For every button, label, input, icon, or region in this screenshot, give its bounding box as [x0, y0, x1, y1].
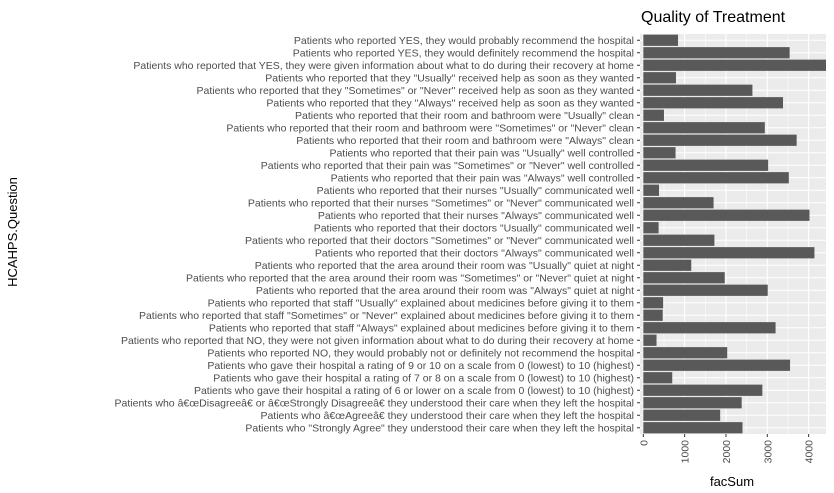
bar [643, 272, 725, 284]
bar [643, 259, 692, 271]
x-axis-title: facSum [710, 474, 754, 489]
x-tick-label: 0 [638, 440, 650, 446]
category-label: Patients who reported that their doctors… [245, 235, 634, 247]
category-label: Patients who reported that their nurses … [317, 185, 634, 197]
bar [643, 72, 676, 84]
bar [643, 284, 768, 296]
bar [643, 334, 657, 346]
category-label: Patients who reported that the area arou… [255, 260, 634, 272]
bar [643, 372, 673, 384]
chart-title: Quality of Treatment [641, 9, 786, 26]
category-axis-labels: Patients who reported YES, they would pr… [115, 35, 640, 435]
bar-series [643, 34, 826, 434]
bar [643, 122, 765, 134]
y-axis-title: HCAHPS.Question [5, 177, 20, 287]
category-label: Patients who reported that their room an… [226, 123, 634, 135]
category-label: Patients who reported YES, they would de… [293, 48, 634, 60]
category-label: Patients who â€œAgreeâ€ they understood … [260, 410, 634, 422]
bar [643, 209, 810, 221]
bar [643, 422, 743, 434]
bar [643, 109, 664, 121]
bar [643, 247, 815, 259]
category-label: Patients who reported that their room an… [295, 110, 634, 122]
bar [643, 159, 769, 171]
bar [643, 147, 676, 159]
category-label: Patients who gave their hospital a ratin… [213, 373, 634, 385]
category-label: Patients who reported that the area arou… [186, 273, 634, 285]
bar [643, 184, 660, 196]
bar [643, 47, 790, 59]
category-label: Patients who reported that their nurses … [318, 210, 634, 222]
bar [643, 84, 753, 96]
category-label: Patients who reported that their doctors… [314, 223, 634, 235]
category-label: Patients who reported that NO, they were… [121, 335, 634, 347]
x-tick-label: 3000 [762, 440, 774, 464]
category-label: Patients who "Strongly Agree" they under… [245, 423, 634, 435]
x-tick-label: 1000 [680, 440, 692, 464]
bar [643, 322, 776, 334]
bar [643, 347, 728, 359]
category-label: Patients who reported that their nurses … [248, 198, 634, 210]
category-label: Patients who reported that they "Always"… [266, 98, 634, 110]
bar [643, 359, 791, 371]
category-label: Patients who reported YES, they would pr… [294, 35, 634, 47]
category-label: Patients who reported that they "Sometim… [197, 85, 635, 97]
category-label: Patients who reported that their pain wa… [331, 173, 635, 185]
category-label: Patients who reported that the area arou… [256, 285, 634, 297]
category-label: Patients who reported that YES, they wer… [133, 60, 634, 72]
x-tick-label: 2000 [721, 440, 733, 464]
bar [643, 59, 826, 71]
bar [643, 134, 797, 146]
category-label: Patients who reported that their room an… [296, 135, 634, 147]
category-label: Patients who reported that their doctors… [315, 248, 634, 260]
category-label: Patients who reported that staff "Usuall… [208, 298, 635, 310]
category-label: Patients who gave their hospital a ratin… [207, 360, 634, 372]
bar [643, 309, 663, 321]
bar [643, 397, 742, 409]
bar [643, 384, 763, 396]
bar [643, 409, 721, 421]
category-label: Patients who reported that they "Usually… [265, 73, 634, 85]
category-label: Patients who â€œDisagreeâ€ or â€œStrongl… [115, 398, 634, 410]
bar [643, 234, 715, 246]
x-axis-ticks: 0 1000 2000 3000 4000 [638, 434, 816, 464]
category-label: Patients who reported NO, they would pro… [207, 348, 634, 360]
x-tick-label: 4000 [804, 440, 816, 464]
category-label: Patients who reported that staff "Always… [209, 323, 634, 335]
category-label: Patients who reported that their pain wa… [261, 160, 634, 172]
bar [643, 297, 664, 309]
category-label: Patients who reported that staff "Someti… [139, 310, 634, 322]
bar [643, 34, 679, 46]
bar [643, 222, 659, 234]
category-label: Patients who reported that their pain wa… [329, 148, 634, 160]
bar [643, 172, 789, 184]
bar [643, 197, 714, 209]
category-label: Patients who gave their hospital a ratin… [194, 385, 634, 397]
bar [643, 97, 784, 109]
